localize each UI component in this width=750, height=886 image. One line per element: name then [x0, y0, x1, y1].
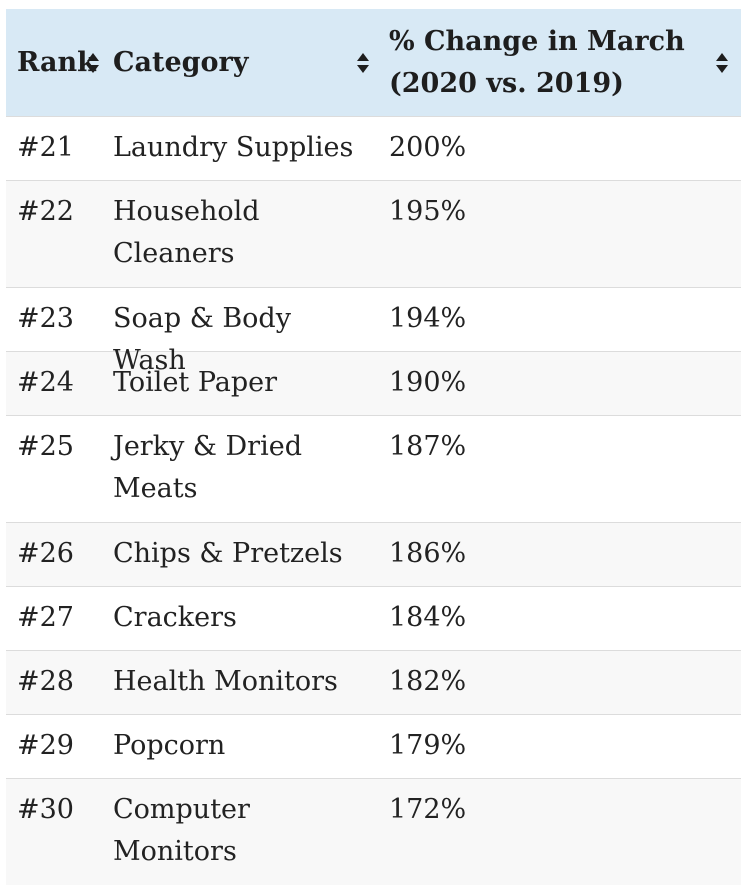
table-header: Rank Category % Change in March (2020 vs…	[6, 9, 741, 116]
rank-cell: #24	[17, 367, 74, 398]
change-cell: 195%	[389, 196, 467, 227]
column-header-category[interactable]: Category	[102, 42, 378, 84]
rank-cell: #25	[17, 431, 74, 462]
rank-cell: #29	[17, 730, 74, 761]
table-row: #26 Chips & Pretzels 186%	[6, 522, 741, 586]
category-cell: Laundry Supplies	[113, 132, 354, 163]
table-row: #25 Jerky & Dried Meats 187%	[6, 415, 741, 522]
change-cell: 179%	[389, 730, 467, 761]
category-cell: Soap & Body Wash	[113, 303, 291, 376]
change-cell: 187%	[389, 431, 467, 462]
column-header-change-label: % Change in March (2020 vs. 2019)	[389, 25, 685, 99]
change-cell: 182%	[389, 666, 467, 697]
rank-cell: #21	[17, 132, 74, 163]
sort-icon[interactable]	[356, 52, 370, 74]
category-cell: Computer Monitors	[113, 794, 250, 867]
rank-cell: #28	[17, 666, 74, 697]
change-cell: 172%	[389, 794, 467, 825]
category-cell: Chips & Pretzels	[113, 538, 343, 569]
change-cell: 200%	[389, 132, 467, 163]
table-row: #24 Toilet Paper 190%	[6, 351, 741, 415]
table-row: #28 Health Monitors 182%	[6, 650, 741, 714]
table-row: #30 Computer Monitors 172%	[6, 778, 741, 885]
column-header-rank-label: Rank	[17, 46, 96, 78]
change-cell: 190%	[389, 367, 467, 398]
category-cell: Crackers	[113, 602, 237, 633]
table-row: #27 Crackers 184%	[6, 586, 741, 650]
category-cell: Jerky & Dried Meats	[113, 431, 302, 504]
table-row: #21 Laundry Supplies 200%	[6, 116, 741, 180]
sort-icon[interactable]	[86, 52, 100, 74]
rank-cell: #22	[17, 196, 74, 227]
change-cell: 186%	[389, 538, 467, 569]
table-row: #23 Soap & Body Wash 194%	[6, 287, 741, 376]
category-cell: Health Monitors	[113, 666, 338, 697]
column-header-category-label: Category	[113, 46, 249, 78]
rank-cell: #27	[17, 602, 74, 633]
category-cell: Household Cleaners	[113, 196, 260, 269]
category-cell: Popcorn	[113, 730, 226, 761]
table-row: #22 Household Cleaners 195%	[6, 180, 741, 287]
category-cell: Toilet Paper	[113, 367, 278, 398]
sort-icon[interactable]	[715, 52, 729, 74]
rank-cell: #26	[17, 538, 74, 569]
change-cell: 194%	[389, 303, 467, 334]
change-cell: 184%	[389, 602, 467, 633]
column-header-change[interactable]: % Change in March (2020 vs. 2019)	[378, 21, 741, 105]
table-row: #29 Popcorn 179%	[6, 714, 741, 778]
ranking-table: Rank Category % Change in March (2020 vs…	[6, 9, 741, 885]
rank-cell: #23	[17, 303, 74, 334]
column-header-rank[interactable]: Rank	[6, 42, 102, 84]
rank-cell: #30	[17, 794, 74, 825]
